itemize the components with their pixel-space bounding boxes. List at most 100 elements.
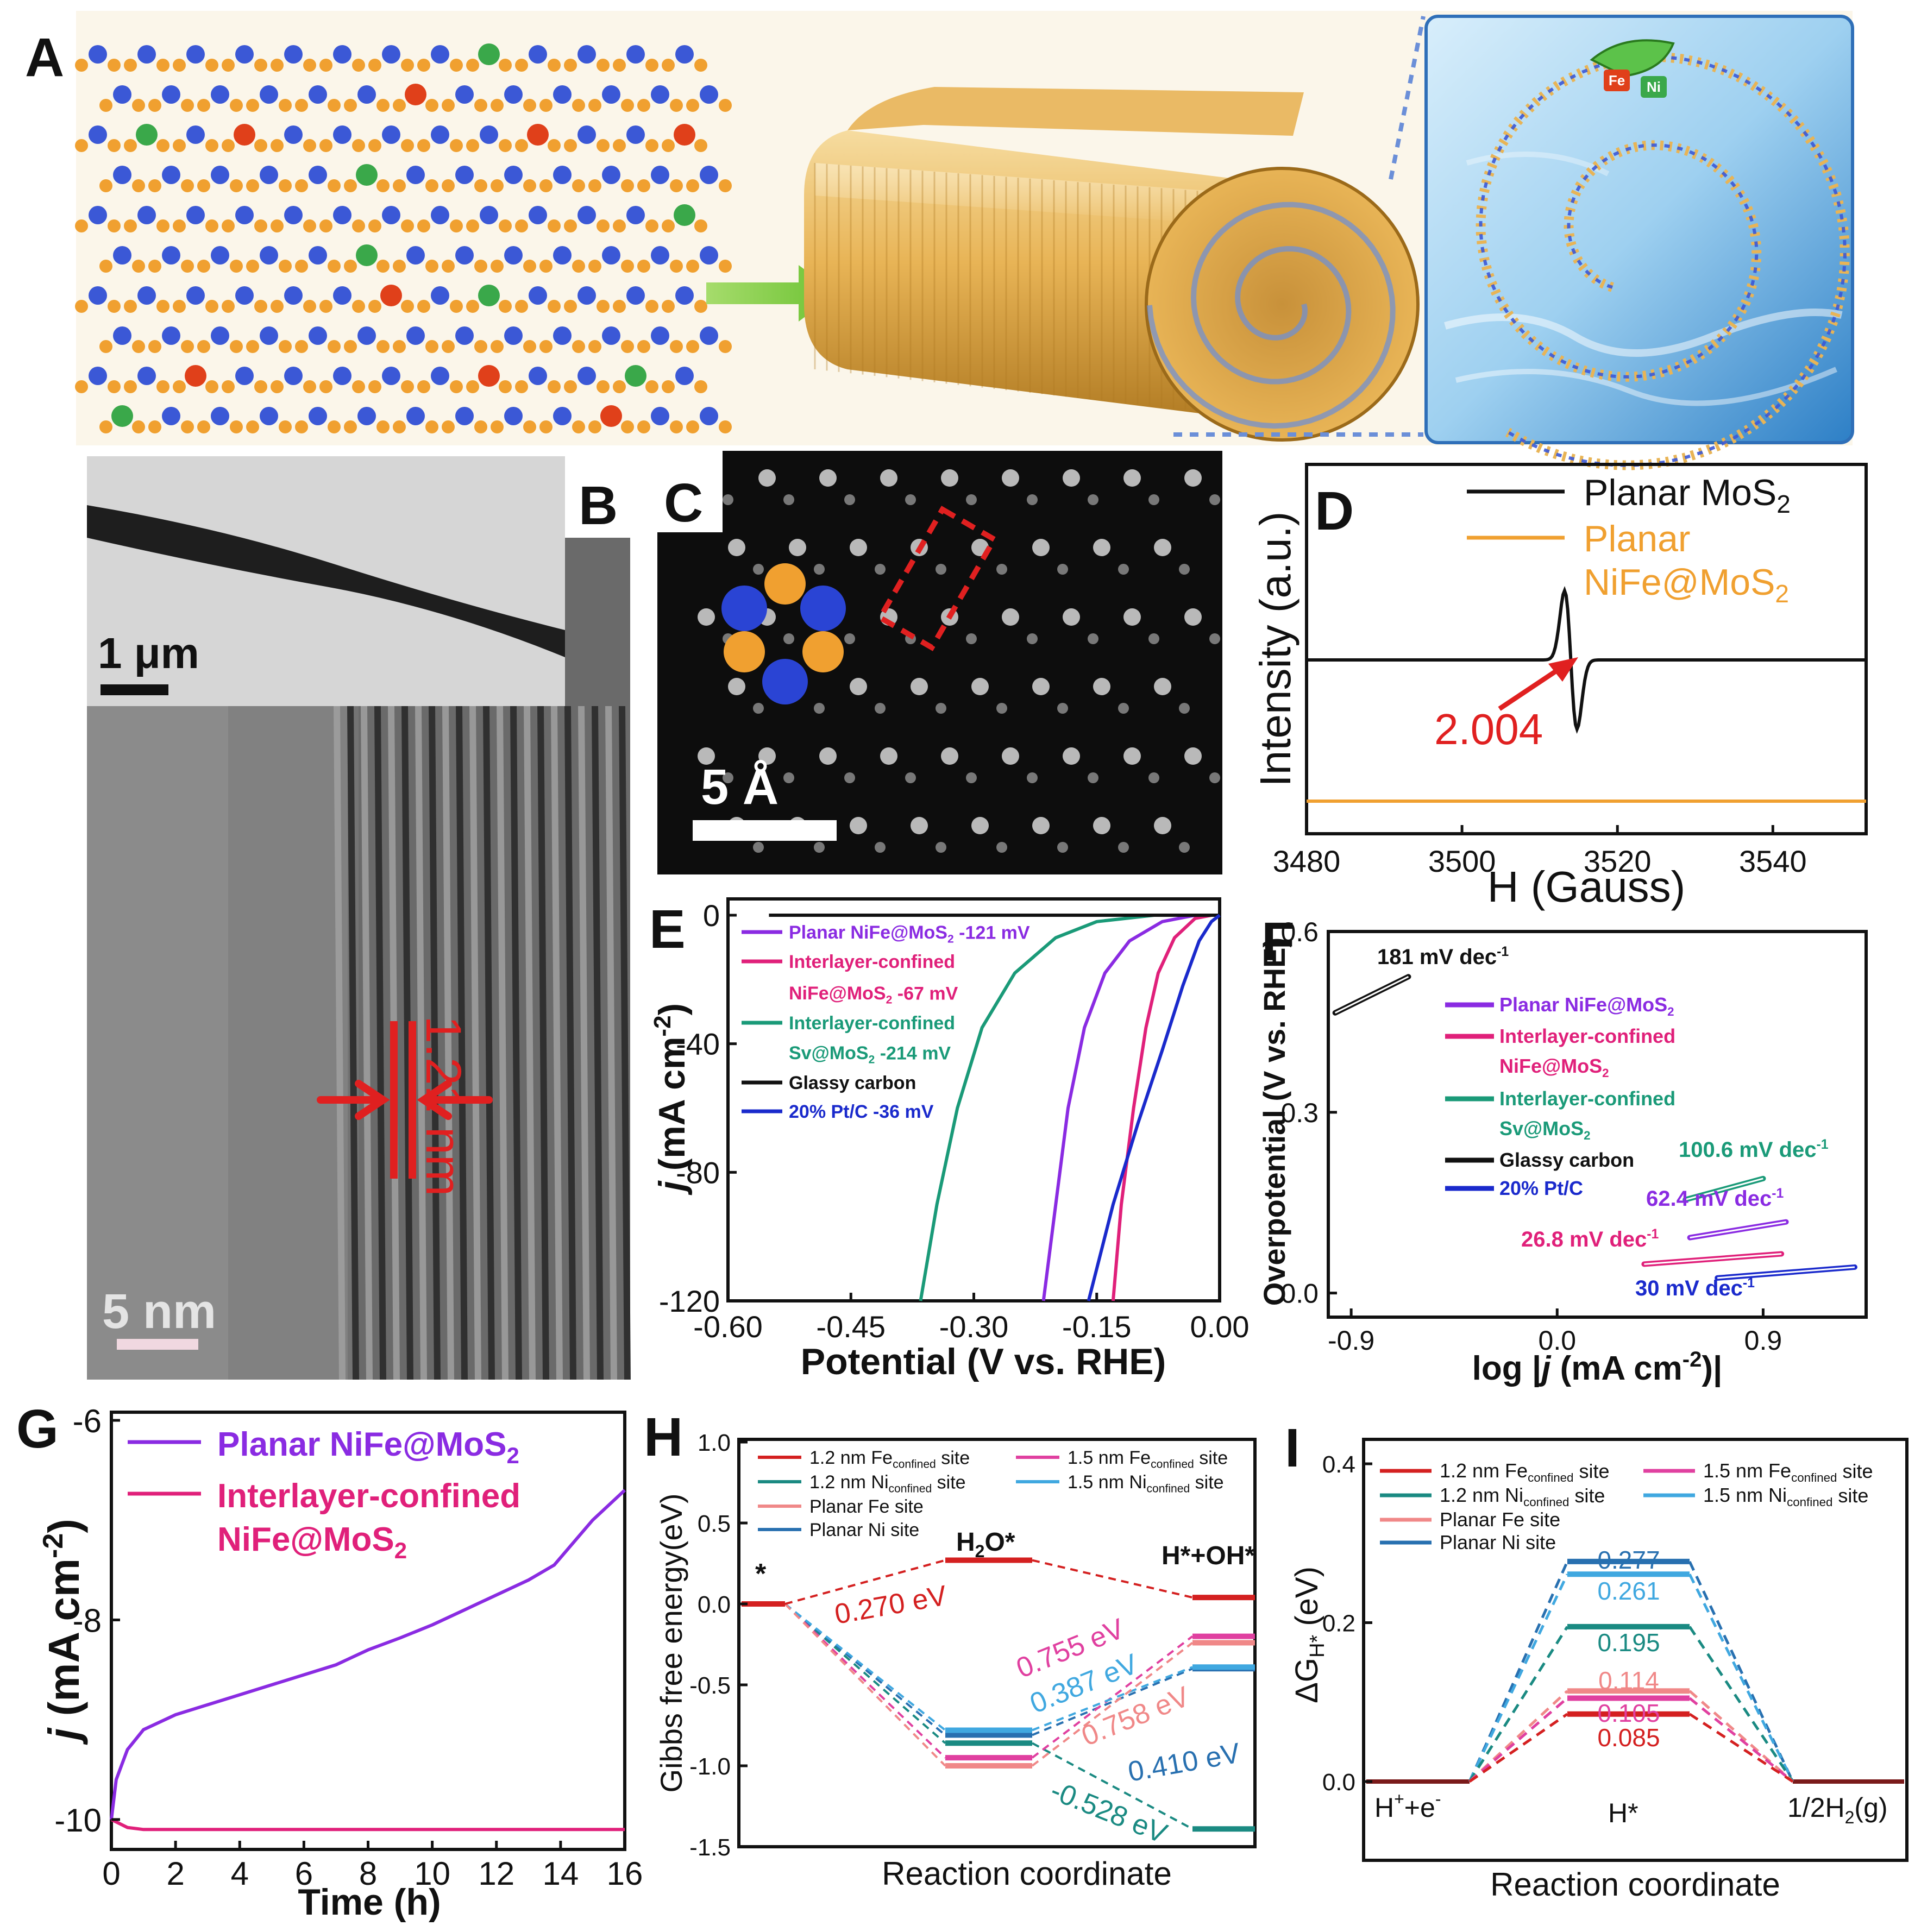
atom-spot (723, 494, 733, 505)
s-atom (368, 219, 381, 232)
y-axis-label: j (mA cm-2) (37, 1519, 88, 1745)
atom-spot (1027, 633, 1038, 644)
mo-atom (89, 206, 107, 224)
s-atom (156, 59, 170, 72)
s-atom (425, 99, 438, 112)
mo-atom (602, 246, 620, 265)
dopant-atom (527, 124, 549, 146)
s-atom (450, 300, 463, 313)
s-atom (515, 59, 528, 72)
s-atom (539, 99, 553, 112)
slope-label: 30 mV dec-1 (1635, 1276, 1755, 1300)
mo-atom (333, 125, 351, 144)
mo-atom (602, 85, 620, 104)
mo-atom (357, 326, 376, 345)
plot-frame (1305, 463, 1868, 835)
mo-atom (235, 45, 254, 64)
panel-b: B 1 μm 1.21 nm 5 nm (87, 456, 631, 1380)
atom-spot (880, 469, 897, 487)
x-tick-label: -0.15 (1062, 1310, 1132, 1344)
s-atom (271, 59, 284, 72)
mo-atom (211, 166, 229, 184)
mo-atom (553, 166, 572, 184)
s-atom (181, 340, 194, 353)
value-label: 0.261 (1597, 1577, 1660, 1605)
s-atom (148, 179, 161, 192)
s-atom (637, 260, 650, 273)
series-line-planar-mos2 (1307, 586, 1866, 734)
fringe-line (537, 706, 549, 1380)
s-atom (613, 219, 626, 232)
legend-label: Interlayer-confined (1499, 1087, 1675, 1110)
s-atom (376, 340, 390, 353)
s-atom (205, 219, 218, 232)
s-atom (597, 59, 610, 72)
legend-label-planar-mos2: Planar MoS2 (1584, 472, 1791, 518)
atom-spot (1118, 564, 1129, 575)
s-atom (132, 340, 145, 353)
y-tick-label: 0.0 (698, 1591, 731, 1618)
atom-spot (905, 494, 916, 505)
fringe-line (415, 706, 427, 1380)
transition-line (784, 1603, 946, 1732)
s-atom (99, 340, 112, 353)
legend-label: 1.2 nm Niconfined site (1440, 1484, 1605, 1509)
x-tick-label: 16 (607, 1855, 643, 1892)
x-tick-label: 10 (414, 1855, 450, 1892)
s-atom (548, 380, 561, 393)
s-atom (719, 260, 732, 273)
mo-atom (455, 407, 474, 425)
s-atom (99, 99, 112, 112)
mo-atom (577, 125, 596, 144)
s-atom (539, 179, 553, 192)
mo-atom (700, 166, 718, 184)
s-atom (401, 380, 414, 393)
series-line-purple (110, 1489, 626, 1820)
s-atom (181, 99, 194, 112)
atom-spot (850, 678, 867, 695)
s-atom (686, 260, 699, 273)
legend-label: Interlayer-confined (789, 1013, 955, 1034)
s-atom (686, 420, 699, 433)
atom-spot (1209, 633, 1220, 644)
s-atom (132, 179, 145, 192)
s-atom (539, 260, 553, 273)
y-axis-label: Overpotential (V vs. RHE) (1257, 937, 1291, 1306)
s-atom (597, 139, 610, 152)
hexagon-atom-model (721, 563, 846, 704)
mo-atom (357, 407, 376, 425)
y-tick-label: -40 (676, 1027, 720, 1061)
s-atom (222, 139, 235, 152)
value-label: 0.114 (1598, 1666, 1659, 1695)
s-atom (197, 260, 210, 273)
s-atom (686, 179, 699, 192)
s-atom (246, 340, 259, 353)
y-tick-label: -6 (73, 1403, 102, 1439)
s-atom (597, 380, 610, 393)
slope-label: 181 mV dec-1 (1377, 945, 1509, 969)
atom-spot (844, 633, 855, 644)
atom-spot (1032, 817, 1050, 834)
mo-atom (700, 85, 718, 104)
plot-frame (1327, 930, 1868, 1319)
dopant-atom (234, 124, 255, 146)
mo-atom (480, 125, 498, 144)
s-atom (425, 420, 438, 433)
atom-spot (880, 747, 897, 765)
slope-label: 62.4 mV dec-1 (1646, 1186, 1784, 1211)
panel-letter-f: F (1261, 911, 1295, 972)
atom-spot (1154, 539, 1171, 556)
s-atom (442, 179, 455, 192)
dopant-atom (405, 84, 426, 105)
mo-atom (284, 45, 303, 64)
stage-label-start: H++e- (1374, 1789, 1441, 1823)
mo-atom (700, 246, 718, 265)
s-atom (588, 260, 601, 273)
s-atom (645, 300, 658, 313)
y-tick-label: -10 (54, 1802, 102, 1839)
legend-label: 1.5 nm Niconfined site (1068, 1472, 1224, 1495)
s-atom (156, 219, 170, 232)
dopant-atom (674, 204, 695, 226)
mo-atom (529, 286, 547, 305)
